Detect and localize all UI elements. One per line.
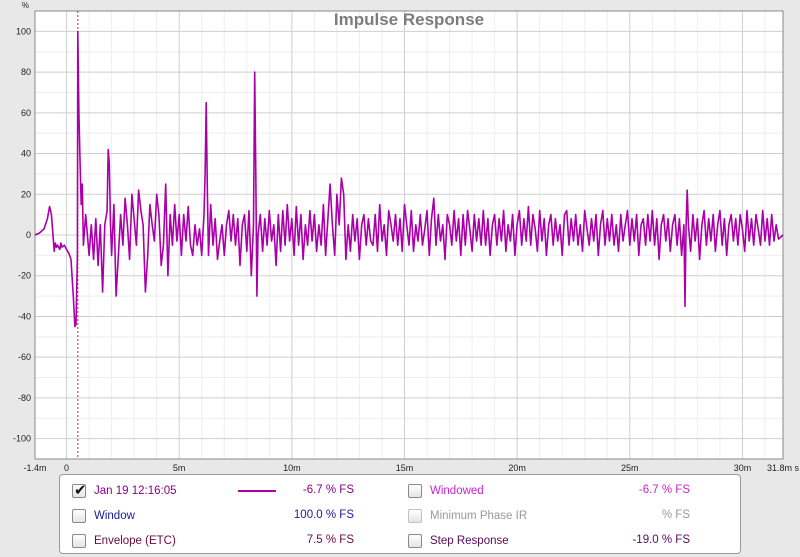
series-line-0	[34, 30, 784, 328]
y-tick-label: -80	[18, 393, 31, 403]
x-tick-label: 30m	[734, 463, 752, 473]
impulse-response-chart[interactable]: -1.4m 0 5m 10m 15m 20m 25m 30m 31.8m s 100 80 60 40 2…	[0, 0, 800, 474]
legend-panel: Jan 19 12:16:05 -6.7 % FS Window 100.0 %…	[59, 474, 741, 554]
y-tick-label: 60	[21, 108, 31, 118]
y-tick-label: -100	[13, 434, 31, 444]
legend-item-minimum-phase: Minimum Phase IR	[408, 506, 527, 526]
x-tick-label: 10m	[283, 463, 301, 473]
measurement-label: Jan 19 12:16:05	[94, 485, 177, 497]
minimum-phase-label: Minimum Phase IR	[430, 510, 528, 522]
x-tick-label: 20m	[508, 463, 526, 473]
y-tick-label: 0	[26, 230, 31, 240]
y-tick-label: 80	[21, 67, 31, 77]
y-tick-label: 40	[21, 149, 31, 159]
envelope-label: Envelope (ETC)	[94, 535, 176, 547]
x-tick-label: 5m	[173, 463, 186, 473]
y-tick-label: -20	[18, 271, 31, 281]
windowed-checkbox[interactable]	[408, 484, 422, 498]
x-tick-label: 0	[64, 463, 69, 473]
window-checkbox[interactable]	[72, 509, 86, 523]
y-tick-label: -60	[18, 352, 31, 362]
x-tick-label: 31.8m s	[767, 463, 800, 473]
measurement-checkbox[interactable]	[72, 481, 87, 499]
y-tick-label: 100	[16, 26, 31, 36]
y-tick-label: 20	[21, 189, 31, 199]
y-tick-label: -40	[18, 311, 31, 321]
minimum-phase-value: % FS	[661, 509, 690, 521]
legend-item-window[interactable]: Window	[72, 506, 135, 526]
window-label: Window	[94, 510, 135, 522]
measurement-line-swatch	[238, 490, 276, 492]
step-response-value: -19.0 % FS	[632, 534, 690, 546]
windowed-label: Windowed	[430, 485, 484, 497]
legend-item-step-response[interactable]: Step Response	[408, 531, 509, 551]
measurement-value: -6.7 % FS	[302, 484, 354, 496]
step-response-label: Step Response	[430, 535, 509, 547]
windowed-value: -6.7 % FS	[638, 484, 690, 496]
x-tick-label: -1.4m	[23, 463, 46, 473]
envelope-value: 7.5 % FS	[306, 534, 354, 546]
legend-item-measurement[interactable]: Jan 19 12:16:05	[72, 481, 177, 501]
step-response-checkbox[interactable]	[408, 534, 422, 548]
minimum-phase-checkbox	[408, 509, 422, 523]
window-value: 100.0 % FS	[293, 509, 354, 521]
envelope-checkbox[interactable]	[72, 534, 86, 548]
x-tick-label: 15m	[396, 463, 414, 473]
y-axis-label: %	[22, 1, 29, 10]
x-tick-label: 25m	[621, 463, 639, 473]
chart-title: Impulse Response	[334, 10, 484, 29]
legend-item-windowed[interactable]: Windowed	[408, 481, 484, 501]
chart-svg[interactable]: -1.4m 0 5m 10m 15m 20m 25m 30m 31.8m s 100 80 60 40 2…	[0, 0, 800, 474]
legend-item-envelope[interactable]: Envelope (ETC)	[72, 531, 176, 551]
